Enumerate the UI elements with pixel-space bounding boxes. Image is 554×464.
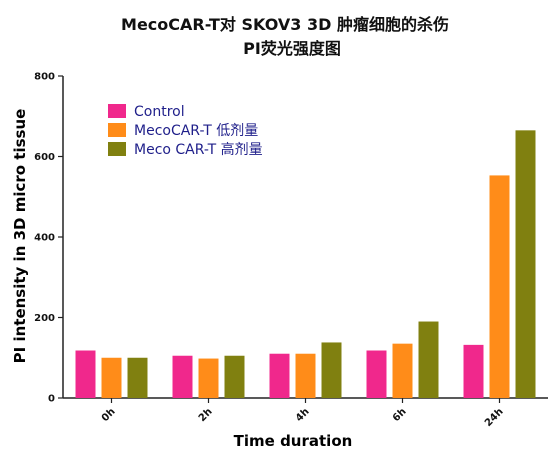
- bar-24h-series-1: [463, 344, 484, 398]
- y-tick-label: 0: [48, 394, 55, 405]
- legend-swatch: [108, 123, 126, 137]
- chart-title-line-1: MecoCAR-T对 SKOV3 3D 肿瘤细胞的杀伤: [121, 15, 449, 34]
- y-tick-label: 800: [34, 72, 55, 83]
- y-tick-label: 200: [34, 313, 55, 324]
- bar-24h-series-3: [515, 130, 536, 398]
- y-axis: 0 200 400 600 800: [34, 72, 64, 405]
- bar-0h-series-3: [127, 357, 148, 398]
- legend-label: Meco CAR-T 高剂量: [134, 141, 263, 158]
- bar-6h-series-3: [418, 321, 439, 398]
- legend-swatch: [108, 104, 126, 118]
- bar-4h-series-3: [321, 342, 342, 398]
- legend-label: MecoCAR-T 低剂量: [134, 123, 258, 139]
- chart-title-line-2: PI荧光强度图: [243, 39, 341, 58]
- x-axis: 0h 2h 4h 6h 24h: [63, 397, 548, 429]
- legend-label: Control: [134, 104, 185, 120]
- bar-4h-series-1: [269, 353, 290, 398]
- x-tick-label: 6h: [391, 406, 409, 424]
- bar-2h-series-1: [172, 355, 193, 398]
- bar-24h-series-2: [489, 175, 510, 398]
- bars: [75, 130, 536, 398]
- bar-4h-series-2: [295, 353, 316, 398]
- bar-0h-series-1: [75, 350, 96, 398]
- x-tick-label: 0h: [100, 406, 118, 424]
- bar-6h-series-2: [392, 343, 413, 398]
- legend: Control MecoCAR-T 低剂量 Meco CAR-T 高剂量: [108, 104, 263, 158]
- y-tick-label: 400: [34, 233, 55, 244]
- bar-2h-series-2: [198, 358, 219, 398]
- x-tick-label: 2h: [197, 406, 215, 424]
- bar-2h-series-3: [224, 355, 245, 398]
- y-tick-label: 600: [34, 152, 55, 163]
- bar-0h-series-2: [101, 357, 122, 398]
- y-axis-label: PI intensity in 3D micro tissue: [11, 109, 29, 364]
- x-axis-label: Time duration: [234, 432, 353, 450]
- x-tick-label: 24h: [483, 406, 506, 429]
- x-tick-label: 4h: [294, 406, 312, 424]
- legend-swatch: [108, 142, 126, 156]
- bar-6h-series-1: [366, 350, 387, 398]
